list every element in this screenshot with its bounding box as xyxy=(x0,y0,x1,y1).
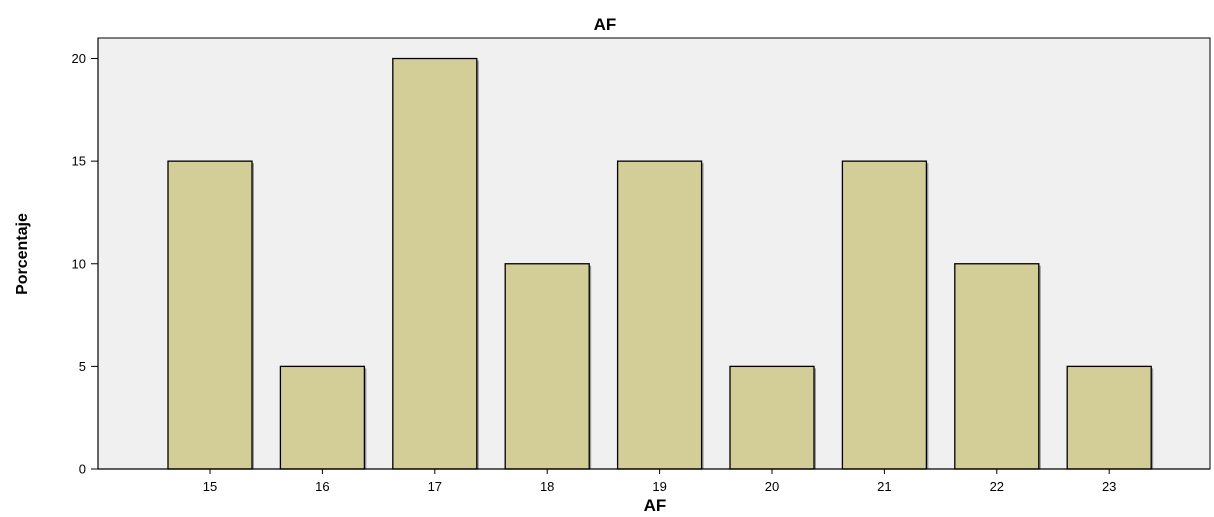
x-axis-label: AF xyxy=(644,496,667,515)
y-axis-label: Porcentaje xyxy=(14,213,31,295)
y-tick-label: 20 xyxy=(72,51,86,66)
bar-15 xyxy=(167,160,253,470)
bar-19 xyxy=(616,160,703,470)
bar-22 xyxy=(954,263,1040,470)
x-tick-label: 18 xyxy=(540,479,554,494)
bar-16 xyxy=(279,365,366,470)
x-tick-label: 19 xyxy=(652,479,666,494)
bar-17 xyxy=(392,57,478,470)
axes xyxy=(97,38,1210,470)
x-ticks: 15 16 17 18 19 20 21 22 23 xyxy=(203,469,1116,494)
bar-18 xyxy=(504,263,590,470)
bar-23 xyxy=(1066,365,1152,470)
x-tick-label: 15 xyxy=(203,479,217,494)
y-tick-label: 0 xyxy=(79,462,86,477)
y-ticks: 0 5 10 15 20 xyxy=(72,51,98,477)
bar-20 xyxy=(729,365,815,470)
y-tick-label: 10 xyxy=(72,256,86,271)
y-tick-label: 5 xyxy=(79,359,86,374)
bar-21 xyxy=(841,160,928,470)
x-tick-label: 21 xyxy=(877,479,891,494)
x-tick-label: 20 xyxy=(765,479,779,494)
x-tick-label: 17 xyxy=(428,479,442,494)
y-tick-label: 15 xyxy=(72,154,86,169)
x-tick-label: 16 xyxy=(315,479,329,494)
bars xyxy=(167,57,1154,470)
x-tick-label: 22 xyxy=(990,479,1004,494)
chart-title: AF xyxy=(594,15,617,34)
x-tick-label: 23 xyxy=(1102,479,1116,494)
